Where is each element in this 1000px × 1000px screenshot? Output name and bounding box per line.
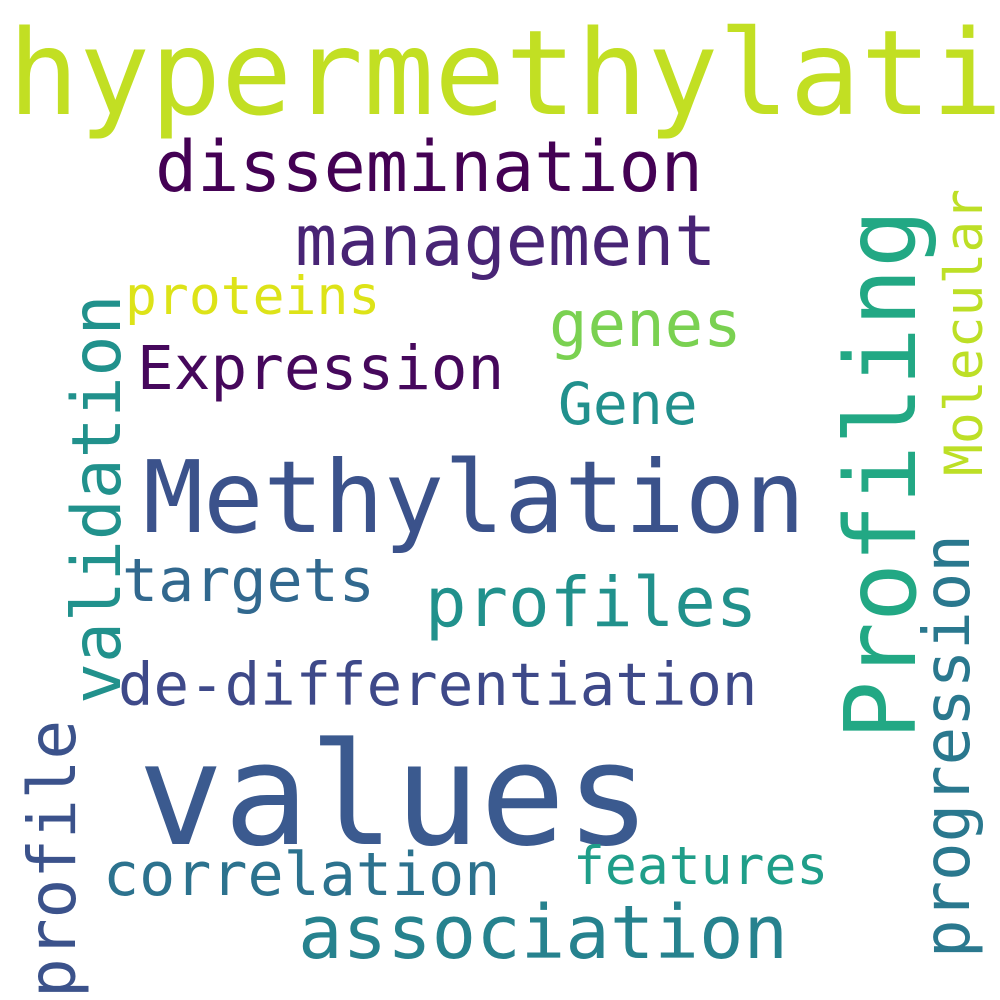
word-molecular: Molecular	[934, 188, 995, 476]
word-targets: targets	[122, 546, 375, 616]
word-expression: Expression	[137, 333, 505, 404]
word-features: features	[573, 836, 829, 897]
word-validation: validation	[58, 294, 137, 704]
word-profiles: profiles	[425, 563, 758, 643]
word-gene: Gene	[558, 370, 698, 438]
word-dissemination: dissemination	[155, 126, 703, 208]
word-correlation: correlation	[103, 840, 501, 910]
word-management: management	[295, 200, 717, 282]
word-proteins: proteins	[125, 266, 381, 327]
word-association: association	[298, 890, 789, 976]
word-values: values	[138, 713, 651, 878]
word-hypermethylation: hypermethylation	[8, 4, 1000, 142]
word-progression: progression	[911, 534, 985, 958]
word-de-differentiation: de-differentiation	[118, 650, 758, 719]
word-methylation: Methylation	[143, 439, 806, 556]
word-genes: genes	[549, 288, 742, 362]
word-profile: profile	[14, 719, 91, 998]
